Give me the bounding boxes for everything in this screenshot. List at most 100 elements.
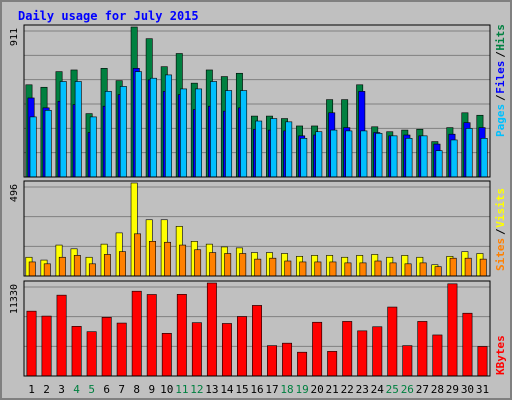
bar-pages-day-29 — [450, 139, 458, 178]
bar-pages-day-27 — [420, 135, 428, 178]
bar-kbytes-day-24 — [372, 326, 383, 377]
x-tick-label-day-30: 30 — [461, 383, 474, 396]
legend-separator: / — [494, 228, 507, 235]
panel-hits-files-pages: 911 — [9, 24, 491, 178]
bar-sites-day-23 — [359, 262, 367, 277]
bar-kbytes-day-7 — [116, 322, 127, 377]
bar-kbytes-day-22 — [342, 321, 353, 377]
x-tick-label-day-31: 31 — [476, 383, 489, 396]
x-tick-label-day-20: 20 — [311, 383, 324, 396]
panel-frame — [23, 24, 491, 178]
panel-frame — [23, 280, 491, 377]
bar-sites-day-13 — [209, 252, 217, 277]
bar-kbytes-day-6 — [101, 317, 112, 377]
bar-sites-day-7 — [119, 251, 126, 277]
bar-kbytes-day-10 — [161, 333, 172, 377]
bar-sites-day-24 — [374, 260, 382, 277]
bar-kbytes-day-30 — [462, 312, 473, 377]
x-tick-label-day-27: 27 — [416, 383, 429, 396]
bar-kbytes-day-31 — [477, 346, 488, 377]
x-tick-label-day-26: 26 — [401, 383, 414, 396]
bar-sites-day-21 — [329, 261, 337, 277]
bar-kbytes-day-8 — [131, 290, 142, 377]
bar-kbytes-day-23 — [357, 330, 368, 377]
bar-sites-day-9 — [149, 241, 156, 277]
bar-pages-day-22 — [345, 130, 353, 178]
bar-kbytes-day-12 — [191, 322, 202, 377]
legend-kbytes: KBytes — [494, 335, 507, 375]
bar-kbytes-day-9 — [146, 294, 157, 377]
bar-pages-day-14 — [225, 90, 233, 178]
x-tick-label-day-17: 17 — [265, 383, 278, 396]
x-tick-label-day-13: 13 — [205, 383, 218, 396]
bar-kbytes-day-29 — [447, 283, 458, 377]
bar-pages-day-3 — [59, 81, 67, 178]
bar-sites-day-28 — [434, 266, 442, 277]
x-tick-label-day-18: 18 — [280, 383, 293, 396]
x-tick-label-day-19: 19 — [295, 383, 308, 396]
bar-pages-day-20 — [315, 131, 323, 178]
x-tick-label-day-7: 7 — [118, 383, 125, 396]
panel-frame — [23, 180, 491, 277]
bar-sites-day-27 — [419, 262, 427, 277]
x-tick-label-day-16: 16 — [250, 383, 263, 396]
bar-sites-day-5 — [88, 263, 96, 277]
legend-files: Files — [494, 61, 507, 94]
bar-pages-day-24 — [375, 133, 383, 178]
bar-kbytes-day-27 — [417, 321, 428, 377]
bar-pages-day-31 — [480, 138, 488, 178]
x-tick-label-day-8: 8 — [133, 383, 140, 396]
bar-pages-day-5 — [89, 116, 97, 178]
bar-pages-day-30 — [465, 128, 473, 178]
x-tick-label-day-1: 1 — [28, 383, 35, 396]
x-tick-label-day-22: 22 — [341, 383, 354, 396]
bar-kbytes-day-17 — [267, 345, 277, 377]
y-max-label: 11330 — [9, 284, 20, 314]
panel-kbytes: 11330 — [9, 280, 491, 377]
bar-sites-day-10 — [164, 241, 172, 277]
x-tick-label-day-23: 23 — [356, 383, 369, 396]
legend-sites: Sites — [494, 238, 507, 271]
bar-pages-day-11 — [180, 88, 187, 178]
legend-separator: / — [494, 94, 507, 101]
bar-sites-day-16 — [254, 258, 262, 277]
bar-sites-day-26 — [404, 263, 412, 277]
bar-kbytes-day-4 — [71, 326, 82, 377]
chart-panels: 911 496 11330 — [9, 24, 491, 377]
bar-kbytes-day-25 — [387, 306, 398, 377]
bar-sites-day-8 — [134, 233, 141, 277]
bar-pages-day-23 — [360, 130, 368, 178]
x-tick-label-day-15: 15 — [235, 383, 248, 396]
x-tick-label-day-24: 24 — [371, 383, 385, 396]
bar-pages-day-7 — [119, 86, 127, 178]
bar-sites-day-20 — [314, 261, 322, 277]
legend-hits: Hits — [494, 24, 507, 51]
x-tick-label-day-10: 10 — [160, 383, 173, 396]
bar-pages-day-19 — [300, 138, 308, 178]
bar-pages-day-12 — [195, 88, 202, 178]
bar-kbytes-day-16 — [252, 305, 262, 377]
bar-sites-day-6 — [103, 254, 111, 277]
legend-separator: / — [494, 51, 507, 58]
x-tick-label-day-5: 5 — [88, 383, 95, 396]
bar-kbytes-day-15 — [237, 316, 247, 377]
bar-pages-day-1 — [29, 116, 37, 178]
bar-kbytes-day-3 — [56, 294, 67, 377]
bar-pages-day-6 — [104, 91, 112, 178]
bar-pages-day-10 — [165, 74, 172, 178]
bar-kbytes-day-13 — [206, 282, 217, 377]
bar-sites-day-22 — [344, 262, 352, 277]
bar-kbytes-day-11 — [176, 294, 187, 377]
bar-sites-day-25 — [389, 262, 397, 277]
bar-sites-day-14 — [224, 253, 232, 277]
y-max-label: 496 — [9, 184, 20, 202]
x-tick-label-day-11: 11 — [175, 383, 188, 396]
bar-sites-day-30 — [464, 257, 472, 277]
bar-pages-day-18 — [285, 121, 293, 178]
x-tick-label-day-29: 29 — [446, 383, 459, 396]
bar-sites-day-18 — [284, 260, 292, 277]
x-tick-label-day-21: 21 — [326, 383, 339, 396]
bar-pages-day-28 — [435, 150, 443, 178]
bar-kbytes-day-28 — [432, 334, 443, 377]
